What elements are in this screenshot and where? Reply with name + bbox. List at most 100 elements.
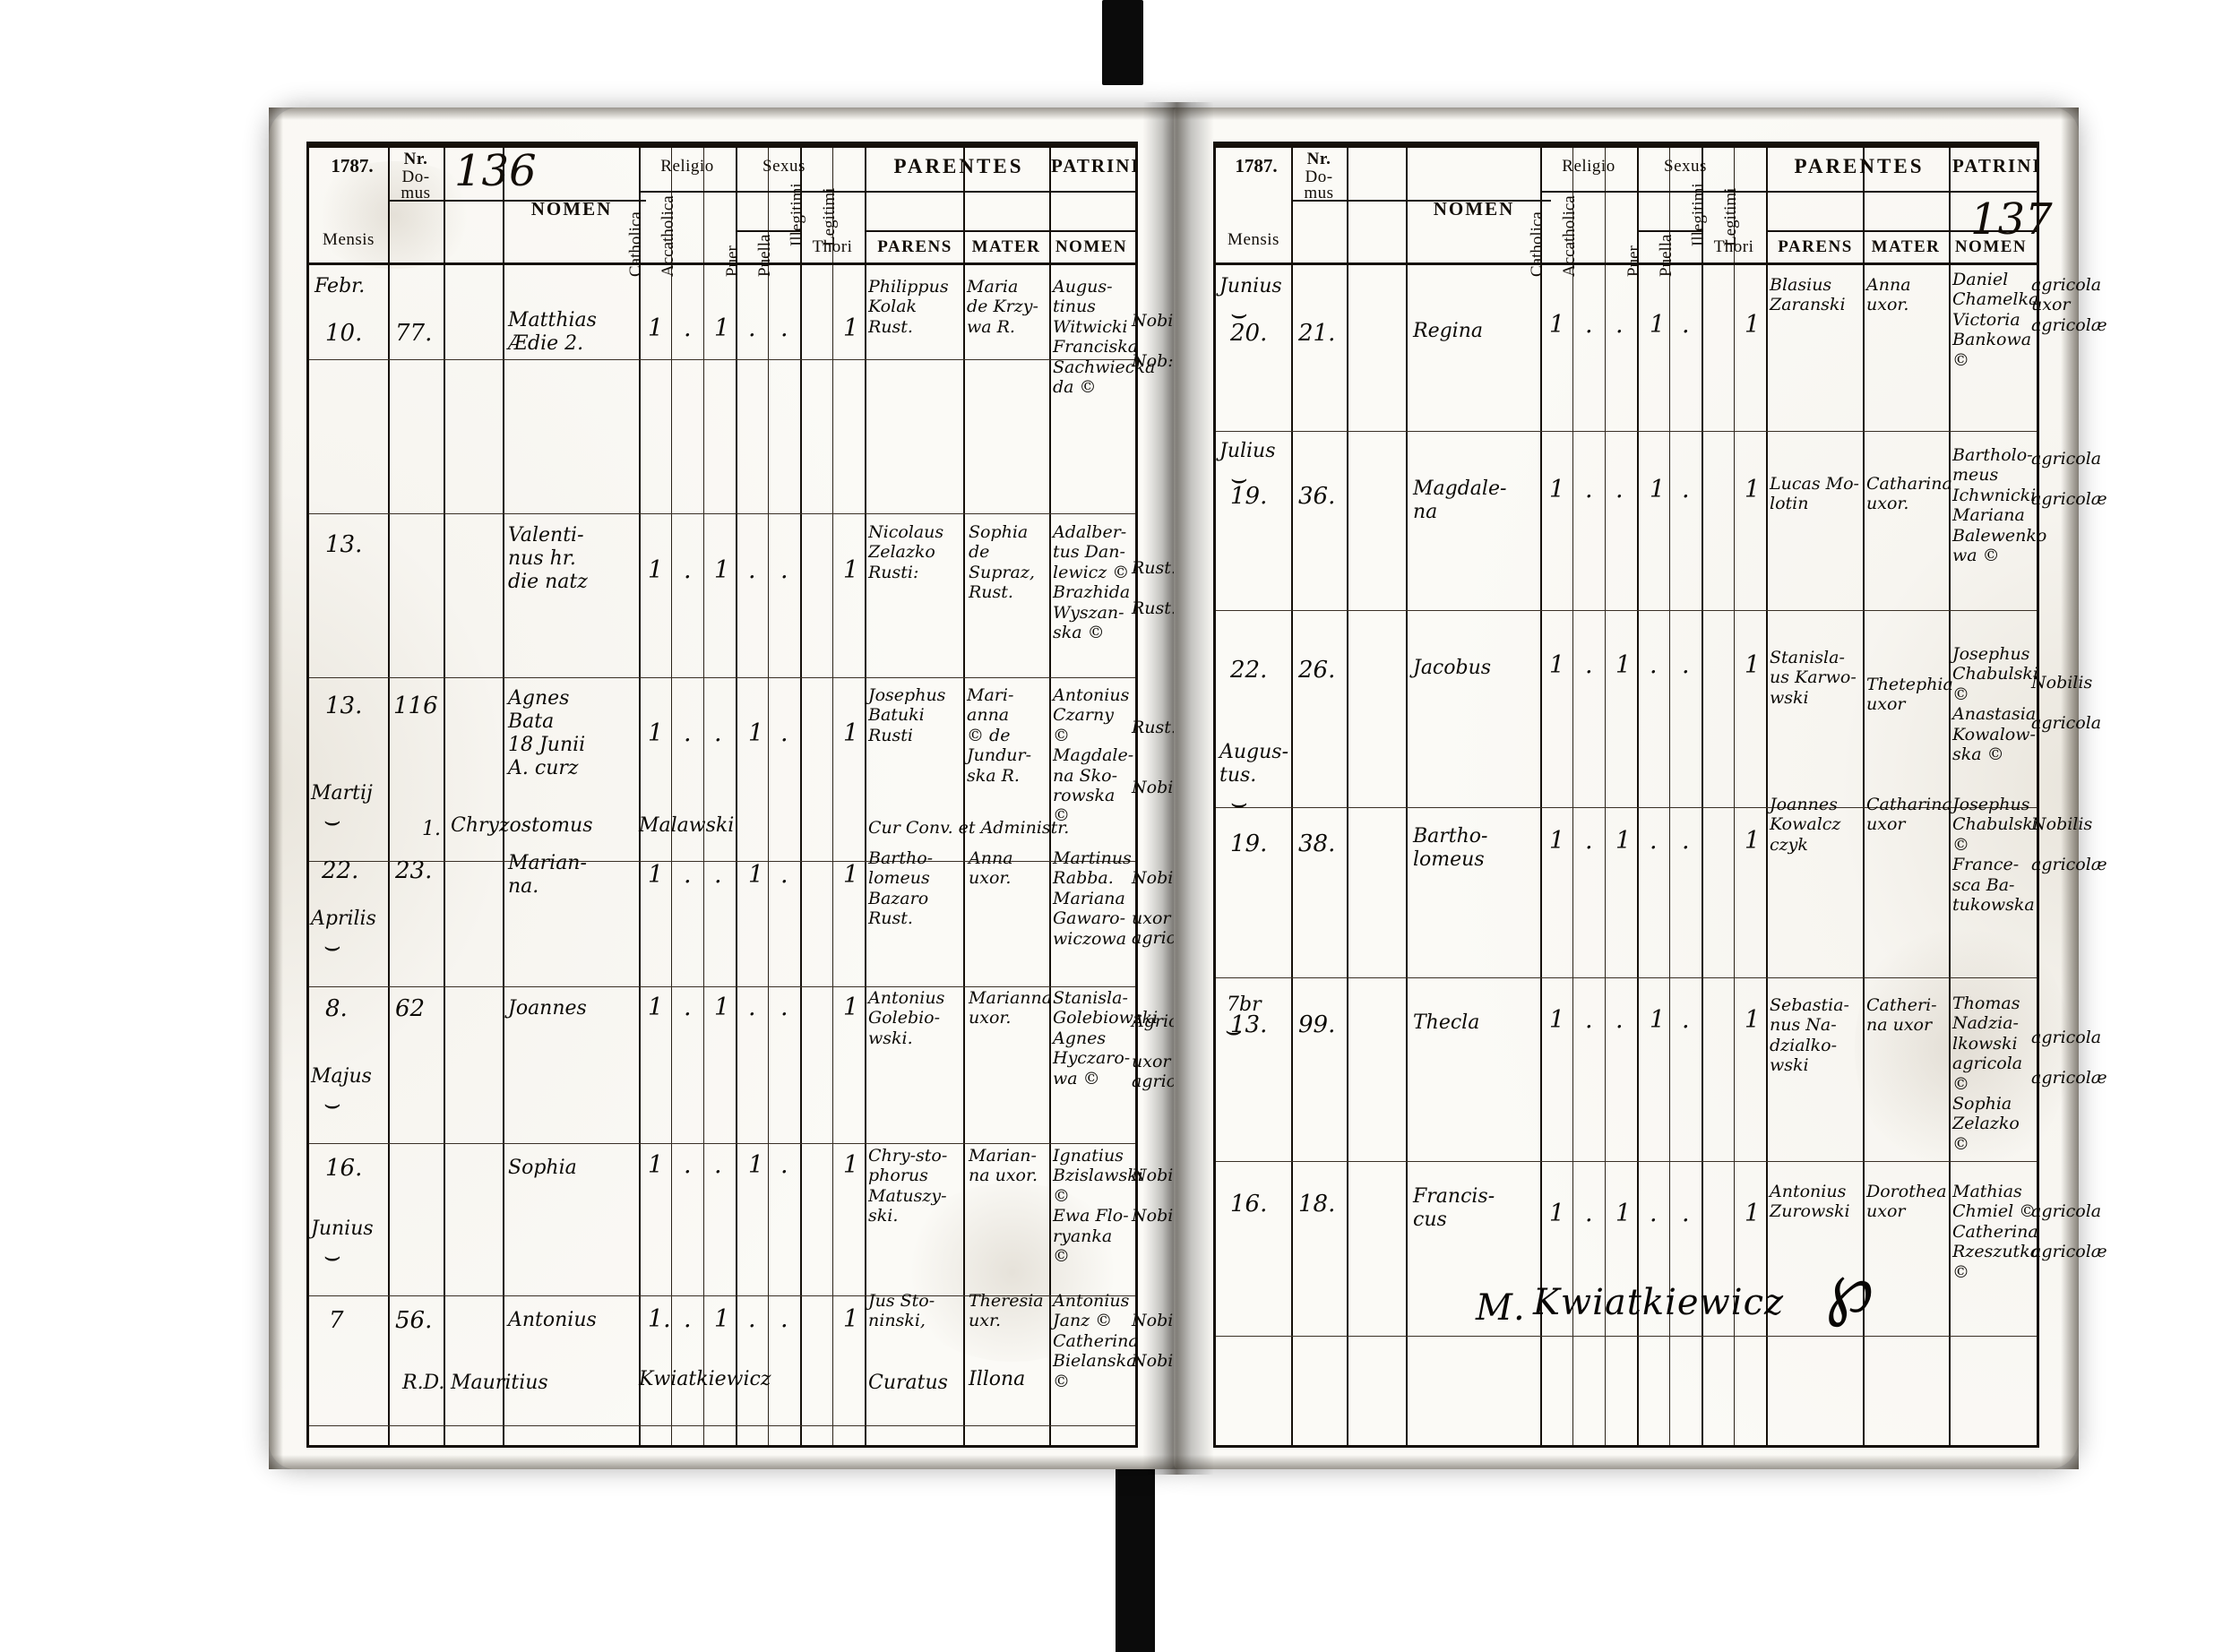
entry-nr-domus: 26. <box>1298 657 1336 684</box>
rule-h <box>309 861 1135 862</box>
entry-patrini-nomen: Josephus Chabulski © Anastasia Kowalow- … <box>1952 644 2038 765</box>
tick-illegitimi: . <box>1682 1200 1690 1227</box>
entry-parens: Antonius Zurowski <box>1770 1182 1850 1222</box>
tick-acatholica: . <box>684 556 692 584</box>
entry-parens: Bartho- lomeus Bazaro Rust. <box>868 848 934 929</box>
tick-puella: . <box>1650 651 1658 679</box>
header-nr-domus-2: Do- <box>401 168 430 186</box>
tick-legitimi: 1 <box>1745 651 1761 679</box>
entry-nomen: Joannes <box>508 997 587 1020</box>
entry-patrini-nomen: Thomas Nadzia- lkowski agricola © Sophia… <box>1952 994 2023 1154</box>
page-number-left: 136 <box>454 146 537 196</box>
tick-legitimi: 1 <box>843 719 859 747</box>
header-religio: Religio <box>660 157 714 176</box>
header-mensis: Mensis <box>323 230 375 249</box>
entry-parens: Philippus Kolak Rust. <box>868 277 949 337</box>
entry-day: 13. <box>1230 1011 1268 1038</box>
entry-mater: Anna uxor. <box>1866 275 1911 315</box>
register-table-left: 1787. Nr. Do- mus 136 Religio Sexus PARE… <box>306 142 1208 1448</box>
entry-parens: Joannes Kowalcz czyk <box>1770 795 1841 855</box>
tick-acatholica: . <box>684 314 692 342</box>
entry-nomen: Agnes Bata 18 Junii A. curz <box>508 687 586 779</box>
paper-stain <box>1855 914 2070 1183</box>
tick-legitimi: 1 <box>843 314 859 342</box>
inline-note-prefix: 1. <box>422 818 441 840</box>
entry-parens: Lucas Mo- lotin <box>1770 474 1859 514</box>
tick-acatholica: . <box>1585 1200 1593 1227</box>
rule-h <box>865 230 1135 232</box>
header-nr-domus-1: Nr. <box>1306 150 1331 168</box>
tick-acatholica: . <box>1585 476 1593 503</box>
tick-acatholica: . <box>684 719 692 747</box>
entry-patrini-nomen: Josephus Chabulski © France- sca Ba- tuk… <box>1952 795 2038 916</box>
tick-acatholica: . <box>1585 311 1593 339</box>
tick-puer: 1 <box>1615 827 1632 855</box>
entry-mater: Catharina uxor <box>1866 795 1952 835</box>
tick-catholica: 1 <box>1549 651 1565 679</box>
header-religio: Religio <box>1562 157 1615 176</box>
entry-mater: Maria de Krzy- wa R. <box>967 277 1038 337</box>
rule-h <box>1766 191 2037 193</box>
tick-illegitimi: . <box>1682 476 1690 503</box>
month-label: Majus <box>311 1065 372 1088</box>
tick-acatholica: . <box>684 994 692 1021</box>
tick-illegitimi: . <box>780 556 788 584</box>
rule-v <box>1406 144 1408 1445</box>
scan-gutter-top <box>1102 0 1143 85</box>
header-patrini-nomen: NOMEN <box>1954 237 2028 256</box>
page-edge-top-left <box>269 108 1174 120</box>
tick-puer: 1 <box>714 994 730 1021</box>
entry-patrini-nomen: Ignatius Bzislawski © Ewa Flo- ryanka © <box>1053 1146 1143 1267</box>
entry-nr-domus: 77. <box>395 320 433 347</box>
rule-v <box>1291 144 1293 1445</box>
page-edge-bottom-left <box>269 1455 1174 1469</box>
entry-day: 8. <box>325 995 348 1022</box>
tick-illegitimi: . <box>1682 827 1690 855</box>
tick-catholica: 1 <box>648 994 664 1021</box>
tick-illegitimi: . <box>780 719 788 747</box>
tick-illegitimi: . <box>780 1151 788 1179</box>
left-page: 1787. Nr. Do- mus 136 Religio Sexus PARE… <box>269 108 1208 1469</box>
entry-patrini-nomen: Daniel Chamelka Victoria Bankowa © <box>1952 270 2039 370</box>
header-patrini: PATRINI <box>1952 155 2042 176</box>
rule-v <box>1540 144 1542 1445</box>
entry-patrini-nomen: Mathias Chmiel © Catherina Rzeszutka © <box>1952 1182 2041 1282</box>
header-parentes: PARENTES <box>893 155 1024 177</box>
entry-parens: Josephus Batuki Rusti <box>868 685 946 745</box>
entry-nr-domus: 18. <box>1298 1191 1336 1217</box>
header-nr-domus-1: Nr. <box>403 150 428 168</box>
tick-puer: . <box>714 719 722 747</box>
rule-h <box>1216 977 2037 978</box>
tick-acatholica: . <box>684 1151 692 1179</box>
header-catholica: Catholica <box>1528 211 1546 277</box>
footer-office: Curatus <box>868 1372 948 1394</box>
month-label: Martij <box>311 782 373 804</box>
entry-patrini-nomen: Adalber- tus Dan- lewicz © Brazhida Wysz… <box>1053 522 1131 643</box>
rule-h <box>309 359 1135 360</box>
tick-puer: 1 <box>1615 1200 1632 1227</box>
rule-v <box>388 144 390 1445</box>
footer-name: Mauritius <box>451 1372 548 1394</box>
rule-v <box>1347 144 1348 1445</box>
tick-puella: 1 <box>748 719 764 747</box>
rule-h <box>309 513 1135 514</box>
entry-mater: Catharina uxor. <box>1866 474 1952 514</box>
rule-h <box>1216 262 2037 265</box>
entry-day: 20. <box>1230 320 1268 347</box>
entry-day: 13. <box>325 693 363 719</box>
entry-day: 22. <box>322 857 359 884</box>
tick-puer: . <box>714 1151 722 1179</box>
book-spine-shadow <box>1142 102 1214 1475</box>
entry-nomen: Bartho- lomeus <box>1413 825 1488 871</box>
tick-puella: . <box>748 1305 756 1333</box>
header-sexus: Sexus <box>762 157 806 176</box>
header-nr-domus-3: mus <box>1304 184 1334 202</box>
rule-v <box>1863 144 1865 1445</box>
rule-v <box>1949 144 1951 1445</box>
header-year: 1787. <box>331 155 374 176</box>
scan-gutter-bottom <box>1116 1469 1155 1652</box>
tick-catholica: 1 <box>648 861 664 889</box>
tick-legitimi: 1 <box>1745 1200 1761 1227</box>
entry-parens: Chry-sto- phorus Matuszy- ski. <box>868 1146 948 1226</box>
